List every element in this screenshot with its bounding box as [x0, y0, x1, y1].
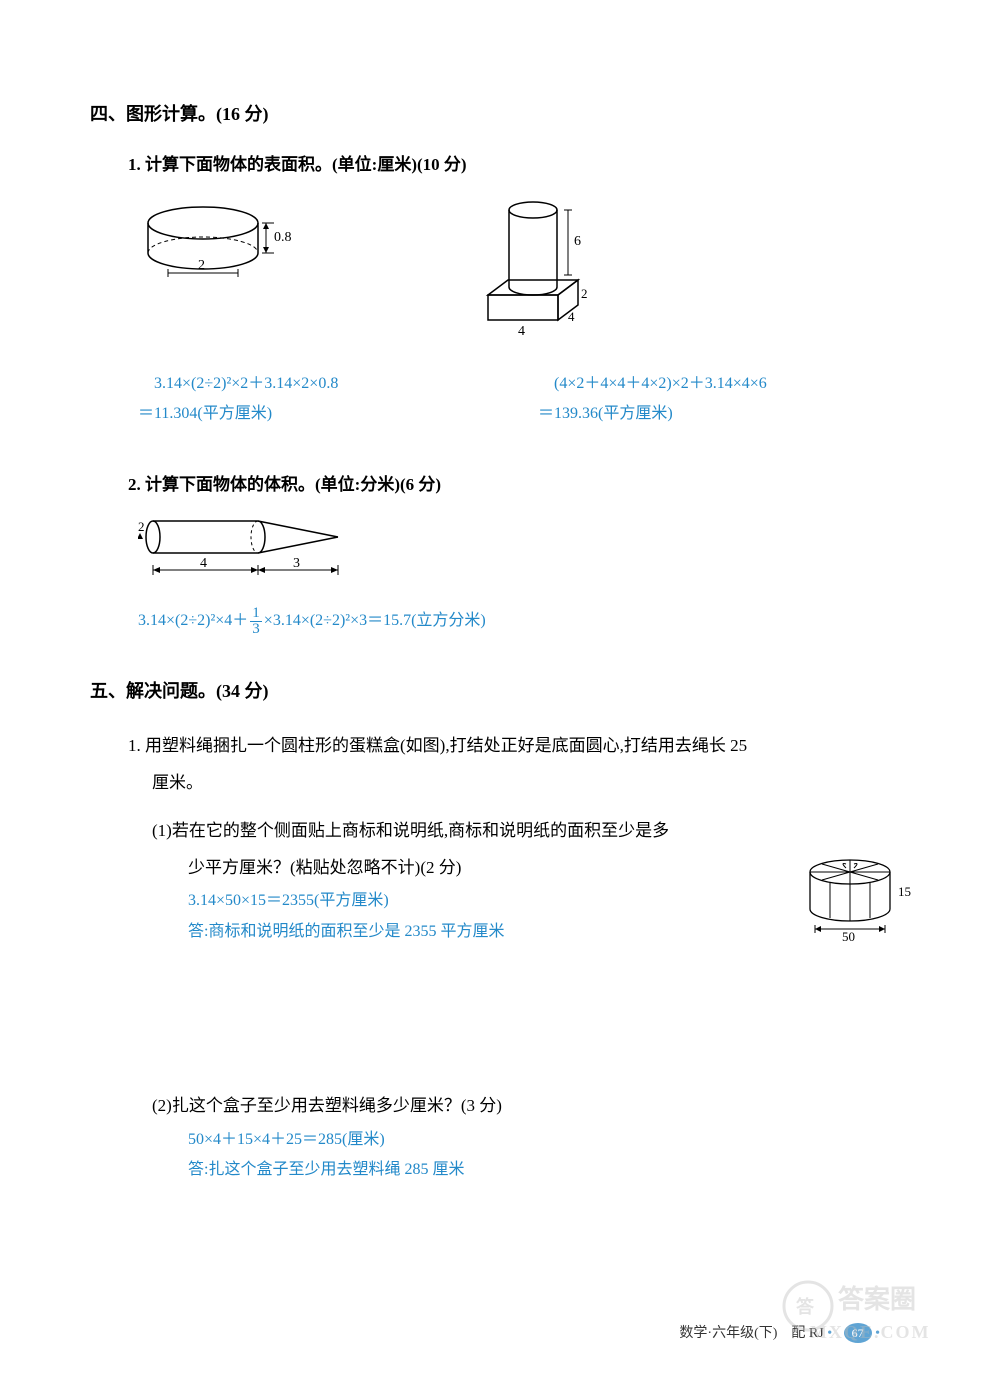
section5-title: 五、解决问题。(34 分) [90, 677, 910, 703]
s4p1-answers: 3.14×(2÷2)²×2＋3.14×2×0.8 ＝11.304(平方厘米) (… [138, 369, 910, 430]
cake-height-label: 15 [898, 884, 911, 899]
watermark-text1: 答案圈 [838, 1284, 916, 1314]
s5p1-sub1-l1: (1)若在它的整个侧面贴上商标和说明纸,商标和说明纸的面积至少是多 [152, 812, 910, 849]
s5p1-intro: 1. 用塑料绳捆扎一个圆柱形的蛋糕盒(如图),打结处正好是底面圆心,打结用去绳长… [128, 727, 910, 764]
fraction: 13 [250, 606, 262, 637]
s5p1-sub2: (2)扎这个盒子至少用去塑料绳多少厘米？(3 分) 50×4＋15×4＋25＝2… [128, 1087, 910, 1185]
s4p1-figures: 2 0.8 [138, 195, 910, 345]
s5p1-intro-l1: 1. 用塑料绳捆扎一个圆柱形的蛋糕盒(如图),打结处正好是底面圆心,打结用去绳长… [128, 736, 747, 755]
fig2-d-label: 4 [568, 309, 575, 324]
s5p1-intro2: 厘米。 [152, 764, 910, 801]
s4p1-fig2: 4 4 2 6 [468, 195, 628, 345]
cake-box-icon: 50 15 [800, 854, 920, 944]
s4p2-ans-suffix: ×3.14×(2÷2)²×3＝15.7(立方分米) [264, 612, 486, 629]
s4p1-fig1: 2 0.8 [138, 195, 308, 345]
s5p1-sub2-ans2: 答:扎这个盒子至少用去塑料绳 285 厘米 [188, 1155, 910, 1185]
frac-num: 1 [250, 606, 262, 622]
watermark: 答 答案圈 MXQE.COM [780, 1278, 960, 1353]
watermark-icon: 答 答案圈 MXQE.COM [780, 1278, 960, 1348]
frac-den: 3 [250, 622, 262, 637]
s4p1-ans2-l2: ＝139.36(平方厘米) [538, 399, 858, 429]
cylinder-flat-icon: 2 0.8 [138, 195, 308, 285]
watermark-text2: MXQE.COM [810, 1322, 930, 1342]
s4p2-title: 2. 计算下面物体的体积。(单位:分米)(6 分) [128, 470, 910, 495]
fig1-diameter-label: 2 [198, 258, 205, 273]
cylinder-cone-icon: 2 4 3 [138, 515, 358, 585]
fig2-w-label: 4 [518, 324, 525, 339]
s5p1-sub2-l1: (2)扎这个盒子至少用去塑料绳多少厘米？(3 分) [152, 1087, 910, 1124]
section5-problem1: 1. 用塑料绳捆扎一个圆柱形的蛋糕盒(如图),打结处正好是底面圆心,打结用去绳长… [128, 727, 910, 1186]
s4p2-fig: 2 4 3 [138, 515, 910, 590]
section4-problem2: 2. 计算下面物体的体积。(单位:分米)(6 分) 2 4 [128, 470, 910, 637]
fig2-h-label: 2 [581, 286, 588, 301]
s4p2-ans-prefix: 3.14×(2÷2)²×4＋ [138, 612, 248, 629]
cake-box-figure: 50 15 [800, 854, 920, 957]
s5p1-sub1: (1)若在它的整个侧面贴上商标和说明纸,商标和说明纸的面积至少是多 少平方厘米？… [128, 812, 910, 948]
s5p1-sub2-ans1: 50×4＋15×4＋25＝285(厘米) [188, 1125, 910, 1155]
s5p1-intro-l2: 厘米。 [152, 773, 203, 792]
s4p2-cyl-label: 4 [200, 556, 207, 571]
cake-diameter-label: 50 [842, 929, 855, 944]
section4-title: 四、图形计算。(16 分) [90, 100, 910, 126]
svg-text:答: 答 [796, 1296, 815, 1317]
fig1-height-label: 0.8 [274, 230, 292, 245]
s4p1-title: 1. 计算下面物体的表面积。(单位:厘米)(10 分) [128, 150, 910, 175]
fig2-cylh-label: 6 [574, 234, 581, 249]
s4p1-ans1-l2: ＝11.304(平方厘米) [138, 399, 458, 429]
s4p1-ans1-l1: 3.14×(2÷2)²×2＋3.14×2×0.8 [138, 369, 458, 399]
section4-problem1: 1. 计算下面物体的表面积。(单位:厘米)(10 分) 2 0.8 [128, 150, 910, 430]
s4p2-cone-label: 3 [293, 556, 300, 571]
s4p2-d-label: 2 [138, 519, 145, 534]
s4p1-ans2-l1: (4×2＋4×4＋4×2)×2＋3.14×4×6 [538, 369, 858, 399]
s4p2-answer: 3.14×(2÷2)²×4＋13×3.14×(2÷2)²×3＝15.7(立方分米… [138, 606, 910, 637]
cylinder-on-box-icon: 4 4 2 6 [468, 195, 628, 345]
